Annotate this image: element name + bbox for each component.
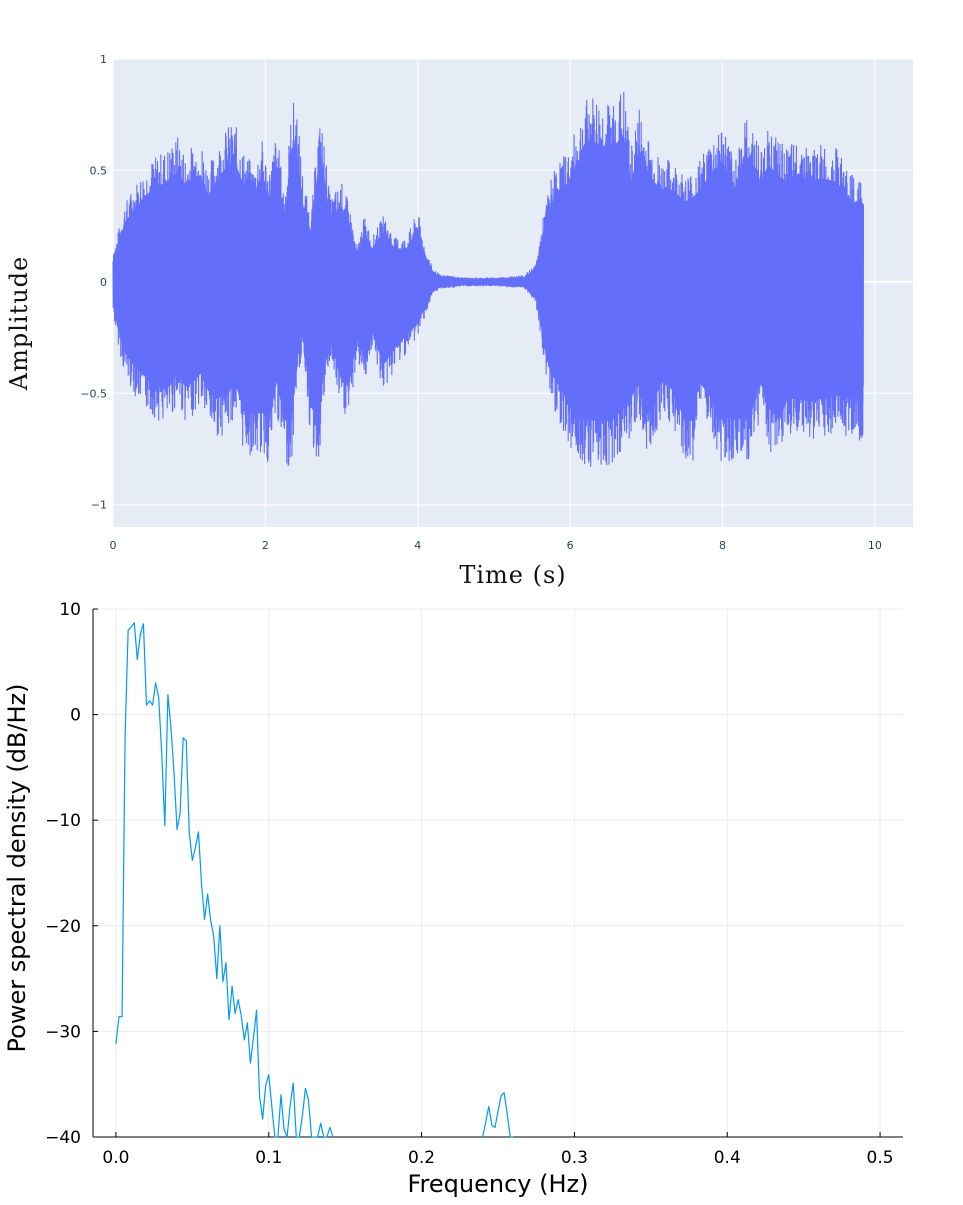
waveform-chart: 0 2 4 6 8 10 1 0.5 0 −0.5 −1 Time (s) Amplitude [5,53,913,589]
waveform-envelope [113,134,864,421]
x-tick-label: 8 [719,539,726,552]
y-axis-title: Amplitude [5,256,33,391]
y-tick-label: −0.5 [80,387,107,400]
x-tick-label: 0.0 [102,1148,129,1168]
x-tick-label: 0.5 [867,1148,894,1168]
psd-series-line [115,622,334,1138]
x-tick-label: 0.1 [255,1148,282,1168]
y-tick-label: 10 [59,600,81,620]
x-tick-label: 4 [414,539,421,552]
y-tick-label: −40 [45,1128,81,1148]
x-tick-label: 0.3 [561,1148,588,1168]
y-tick-label: −10 [45,811,81,831]
x-axis-title: Frequency (Hz) [408,1170,589,1198]
y-tick-label: 0.5 [90,164,108,177]
y-tick-label: −20 [45,917,81,937]
x-tick-label: 0.2 [408,1148,435,1168]
psd-series-line [482,1092,514,1138]
x-tick-label: 2 [262,539,269,552]
psd-chart: 0.0 0.1 0.2 0.3 0.4 0.5 10 0 −10 −20 −30 −40 Frequen… [3,600,903,1198]
y-tick-label: 1 [100,53,107,66]
y-tick-label: −30 [45,1022,81,1042]
x-tick-label: 10 [868,539,882,552]
y-tick-label: 0 [70,706,81,726]
y-axis-title: Power spectral density (dB/Hz) [3,684,31,1053]
y-tick-label: 0 [100,276,107,289]
x-tick-label: 0.4 [714,1148,741,1168]
x-axis-title: Time (s) [459,561,566,589]
x-tick-label: 0 [110,539,117,552]
y-tick-label: −1 [91,499,107,512]
x-tick-label: 6 [567,539,574,552]
